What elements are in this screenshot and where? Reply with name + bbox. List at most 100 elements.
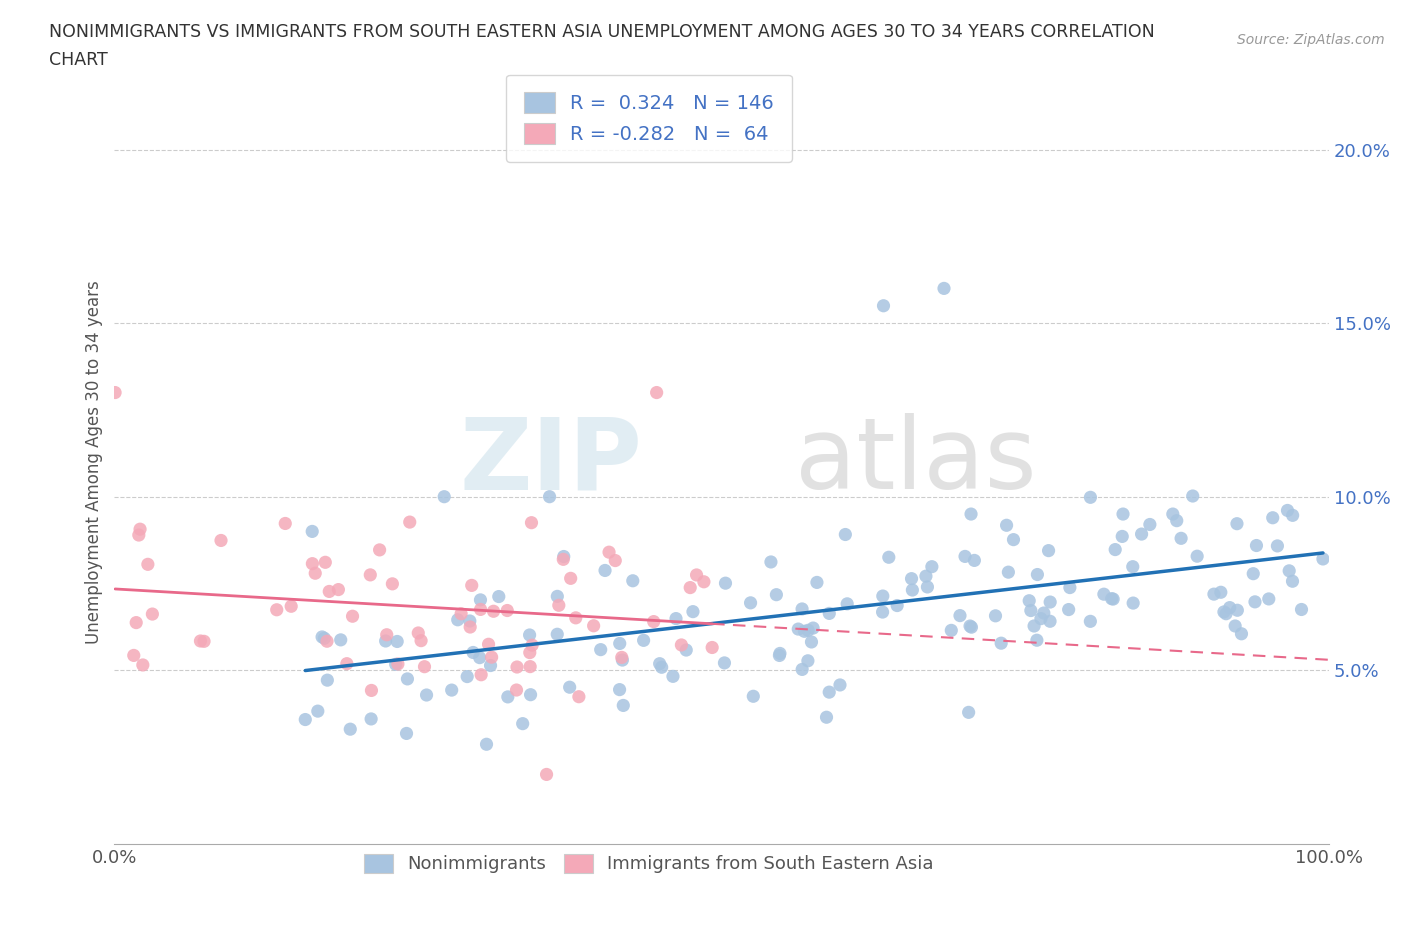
Point	[190, 633, 212, 648]
Point	[679, 580, 702, 595]
Text: CHART: CHART	[49, 51, 108, 69]
Point	[995, 518, 1018, 533]
Point	[547, 598, 569, 613]
Point	[1102, 591, 1125, 606]
Point	[520, 515, 543, 530]
Point	[990, 636, 1012, 651]
Point	[1226, 603, 1249, 618]
Point	[665, 611, 688, 626]
Point	[742, 689, 765, 704]
Point	[877, 550, 900, 565]
Point	[538, 489, 561, 504]
Point	[519, 687, 541, 702]
Point	[1029, 611, 1052, 626]
Point	[769, 646, 792, 661]
Point	[470, 592, 492, 607]
Point	[398, 514, 420, 529]
Point	[406, 626, 429, 641]
Point	[834, 527, 856, 542]
Point	[612, 653, 634, 668]
Point	[316, 672, 339, 687]
Point	[1112, 507, 1135, 522]
Point	[1291, 602, 1313, 617]
Point	[645, 385, 668, 400]
Point	[1277, 503, 1299, 518]
Point	[387, 657, 409, 671]
Point	[1039, 594, 1062, 609]
Point	[1018, 593, 1040, 608]
Point	[395, 726, 418, 741]
Point	[1209, 585, 1232, 600]
Point	[1101, 591, 1123, 606]
Point	[307, 704, 329, 719]
Point	[132, 658, 155, 672]
Point	[949, 608, 972, 623]
Text: ZIP: ZIP	[460, 414, 643, 511]
Point	[1166, 513, 1188, 528]
Point	[1111, 529, 1133, 544]
Point	[593, 563, 616, 578]
Point	[610, 650, 633, 665]
Point	[128, 527, 150, 542]
Point	[872, 589, 894, 604]
Point	[941, 623, 963, 638]
Point	[1130, 526, 1153, 541]
Point	[1025, 632, 1047, 647]
Point	[1278, 564, 1301, 578]
Point	[801, 620, 824, 635]
Point	[806, 575, 828, 590]
Point	[136, 557, 159, 572]
Point	[475, 737, 498, 751]
Point	[582, 618, 605, 633]
Point	[519, 659, 541, 674]
Point	[470, 668, 492, 683]
Point	[662, 669, 685, 684]
Point	[1185, 549, 1208, 564]
Point	[560, 571, 582, 586]
Point	[280, 599, 302, 614]
Point	[1022, 618, 1045, 633]
Y-axis label: Unemployment Among Ages 30 to 34 years: Unemployment Among Ages 30 to 34 years	[86, 280, 103, 644]
Point	[266, 603, 288, 618]
Point	[301, 556, 323, 571]
Point	[1161, 507, 1184, 522]
Point	[447, 612, 470, 627]
Point	[1080, 614, 1102, 629]
Text: Source: ZipAtlas.com: Source: ZipAtlas.com	[1237, 33, 1385, 46]
Point	[1261, 511, 1284, 525]
Point	[477, 637, 499, 652]
Point	[790, 602, 813, 617]
Point	[519, 645, 541, 660]
Point	[381, 577, 404, 591]
Point	[568, 689, 591, 704]
Point	[740, 595, 762, 610]
Point	[1092, 587, 1115, 602]
Point	[1181, 488, 1204, 503]
Point	[648, 657, 671, 671]
Point	[301, 524, 323, 538]
Point	[953, 549, 976, 564]
Point	[470, 602, 492, 617]
Legend: Nonimmigrants, Immigrants from South Eastern Asia: Nonimmigrants, Immigrants from South Eas…	[357, 846, 941, 881]
Point	[1267, 538, 1289, 553]
Point	[818, 606, 841, 621]
Point	[1312, 551, 1334, 566]
Point	[792, 662, 814, 677]
Point	[963, 553, 986, 568]
Point	[536, 767, 558, 782]
Text: atlas: atlas	[794, 414, 1036, 511]
Point	[1019, 604, 1042, 618]
Point	[385, 634, 408, 649]
Point	[1213, 604, 1236, 619]
Point	[458, 619, 481, 634]
Point	[512, 716, 534, 731]
Point	[520, 638, 543, 653]
Point	[546, 589, 568, 604]
Point	[633, 633, 655, 648]
Point	[558, 680, 581, 695]
Point	[374, 633, 396, 648]
Point	[787, 621, 810, 636]
Point	[274, 516, 297, 531]
Point	[1257, 591, 1279, 606]
Point	[311, 630, 333, 644]
